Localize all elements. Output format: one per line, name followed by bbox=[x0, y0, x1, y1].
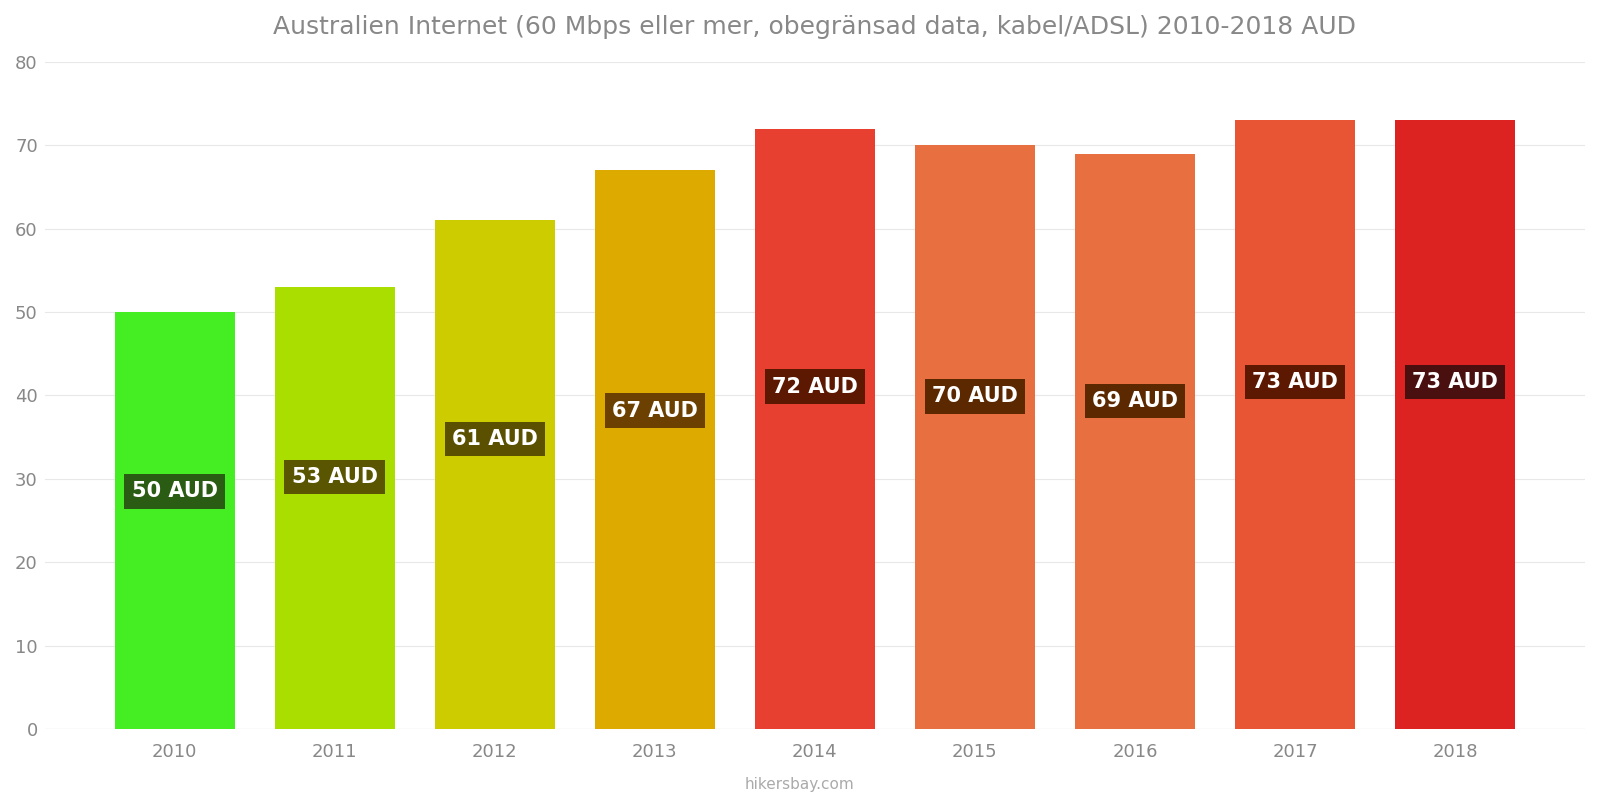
Bar bbox=[1235, 120, 1355, 729]
Bar bbox=[435, 220, 555, 729]
Text: hikersbay.com: hikersbay.com bbox=[746, 777, 854, 792]
Text: 50 AUD: 50 AUD bbox=[131, 482, 218, 502]
Bar bbox=[755, 129, 875, 729]
Title: Australien Internet (60 Mbps eller mer, obegränsad data, kabel/ADSL) 2010-2018 A: Australien Internet (60 Mbps eller mer, … bbox=[274, 15, 1357, 39]
Bar bbox=[915, 145, 1035, 729]
Bar bbox=[275, 287, 395, 729]
Bar bbox=[595, 170, 715, 729]
Text: 72 AUD: 72 AUD bbox=[771, 377, 858, 397]
Text: 53 AUD: 53 AUD bbox=[291, 467, 378, 487]
Text: 61 AUD: 61 AUD bbox=[451, 429, 538, 449]
Bar bbox=[1395, 120, 1515, 729]
Text: 69 AUD: 69 AUD bbox=[1091, 391, 1178, 411]
Text: 70 AUD: 70 AUD bbox=[931, 386, 1018, 406]
Text: 73 AUD: 73 AUD bbox=[1253, 372, 1338, 392]
Bar bbox=[115, 312, 235, 729]
Text: 73 AUD: 73 AUD bbox=[1413, 372, 1498, 392]
Text: 67 AUD: 67 AUD bbox=[611, 401, 698, 421]
Bar bbox=[1075, 154, 1195, 729]
